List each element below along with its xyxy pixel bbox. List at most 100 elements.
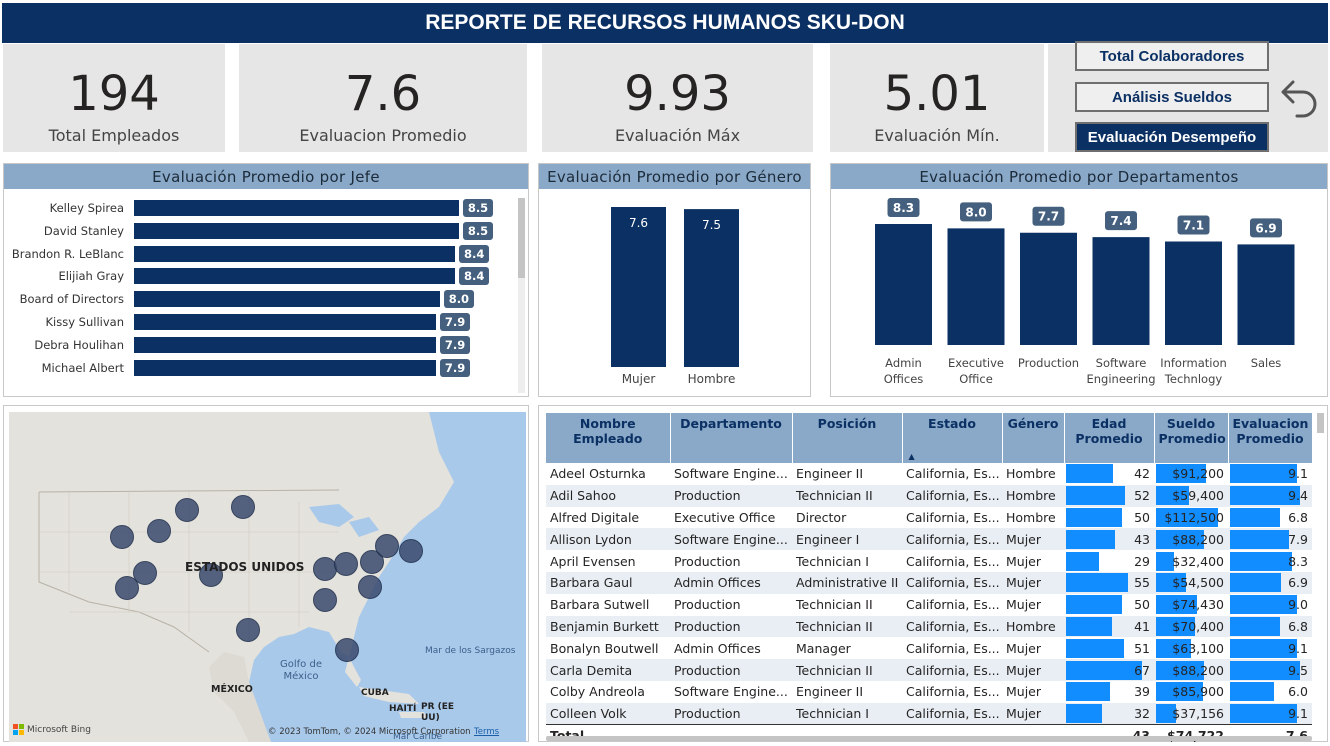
jefe-bar-row[interactable]: David Stanley 8.5	[4, 221, 514, 240]
depto-bar[interactable]	[875, 224, 932, 345]
table-cell-bar: $37,156	[1154, 702, 1228, 725]
col-header-nombre[interactable]: Nombre Empleado	[546, 413, 671, 463]
data-bar-label: $54,500	[1172, 575, 1224, 591]
analisis-sueldos-button[interactable]: Análisis Sueldos	[1075, 82, 1269, 112]
jefe-bar-row[interactable]: Kissy Sullivan 7.9	[4, 313, 514, 331]
map-pin[interactable]	[335, 638, 359, 662]
jefe-bar-row[interactable]: Elijiah Gray 8.4	[4, 267, 514, 286]
table-cell-bar: 6.8	[1228, 615, 1312, 638]
scrollbar[interactable]	[518, 198, 525, 393]
map-pin[interactable]	[236, 618, 260, 642]
back-arrow-icon[interactable]	[1277, 76, 1321, 120]
depto-bar[interactable]	[1092, 237, 1150, 345]
data-bar	[1230, 486, 1300, 506]
jefe-bar[interactable]	[134, 336, 437, 353]
genero-bar[interactable]	[611, 207, 666, 367]
map-label-country: ESTADOS UNIDOS	[185, 560, 305, 574]
table-row[interactable]: Bonalyn Boutwell Admin Offices Manager Cali…	[546, 637, 1312, 659]
jefe-bar-row[interactable]: Brandon R. LeBlanc 8.4	[4, 244, 514, 263]
table-row[interactable]: Allison Lydon Software Engine... Engineer …	[546, 528, 1312, 551]
table-cell: Colby Andreola	[550, 684, 645, 700]
evaluacion-desempeno-button[interactable]: Evaluación Desempeño	[1075, 122, 1269, 152]
depto-bar[interactable]	[1020, 232, 1077, 345]
map-pin[interactable]	[110, 525, 134, 549]
depto-bar[interactable]	[1237, 244, 1295, 345]
jefe-bar[interactable]	[134, 245, 456, 262]
data-bar	[1230, 573, 1282, 593]
jefe-bar[interactable]	[134, 291, 440, 308]
genero-bar[interactable]	[684, 209, 739, 367]
total-colaboradores-button[interactable]: Total Colaboradores	[1075, 41, 1269, 71]
data-bar	[1066, 551, 1099, 571]
table-row[interactable]: Barbara Sutwell Production Technician II Ca…	[546, 594, 1312, 616]
map-pin[interactable]	[175, 498, 199, 522]
map-pin[interactable]	[115, 576, 139, 600]
table-row[interactable]: Colleen Volk Production Technician I Califo…	[546, 702, 1312, 725]
map-pin[interactable]	[375, 534, 399, 558]
map-pin[interactable]	[147, 519, 171, 543]
jefe-bar-row[interactable]: Michael Albert 7.9	[4, 358, 514, 377]
table-cell: California, Es...	[906, 684, 1000, 700]
col-header-edad[interactable]: Edad Promedio	[1064, 413, 1155, 463]
table-row[interactable]: Adeel Osturnka Software Engine... Engineer…	[546, 463, 1312, 485]
map-pin[interactable]	[231, 495, 255, 519]
jefe-bar[interactable]	[134, 314, 437, 330]
table-row[interactable]: April Evensen Production Technician I Calif…	[546, 550, 1312, 572]
jefe-bar[interactable]	[134, 268, 456, 285]
col-header-sueldo[interactable]: Sueldo Promedio	[1154, 413, 1229, 463]
col-header-estado[interactable]: Estado ▲	[902, 413, 1003, 463]
col-header-departamento[interactable]: Departamento	[670, 413, 793, 463]
table-row[interactable]: Benjamin Burkett Production Technician II C…	[546, 615, 1312, 638]
jefe-bar[interactable]	[134, 200, 459, 216]
map-canvas[interactable]: ESTADOS UNIDOS Golfo de México Mar de lo…	[9, 412, 526, 742]
map-pin[interactable]	[334, 552, 358, 576]
table-cell: Production	[670, 702, 792, 725]
map-pin[interactable]	[313, 588, 337, 612]
table-row[interactable]: Carla Demita Production Technician II Calif…	[546, 659, 1312, 681]
data-bar-label: 42	[1134, 466, 1150, 482]
depto-bar[interactable]	[1165, 241, 1222, 345]
depto-tick-label: Production	[1018, 356, 1079, 370]
table-row[interactable]: Adil Sahoo Production Technician II Califor…	[546, 484, 1312, 507]
data-bar-label: 8.3	[1288, 553, 1308, 569]
table-scrollbar-horizontal[interactable]	[546, 736, 1312, 741]
data-bar	[1156, 486, 1189, 506]
table-row[interactable]: Colby Andreola Software Engine... Engineer…	[546, 681, 1312, 703]
genero-tick-label: Hombre	[688, 372, 736, 386]
col-header-posicion[interactable]: Posición	[792, 413, 903, 463]
table-row[interactable]: Barbara Gaul Admin Offices Administrative …	[546, 571, 1312, 594]
depto-bar[interactable]	[947, 228, 1005, 345]
terms-link[interactable]: Terms	[474, 727, 500, 737]
map-label-haiti: HAITÍ	[389, 704, 417, 714]
kpi-value: 7.6	[344, 66, 422, 122]
data-bar-label: 50	[1134, 597, 1150, 613]
jefe-bar-row[interactable]: Board of Directors 8.0	[4, 290, 514, 309]
table-cell-bar: 52	[1064, 484, 1154, 507]
jefe-bar-row[interactable]: Debra Houlihan 7.9	[4, 335, 514, 354]
jefe-data-label: 8.5	[463, 221, 493, 240]
data-bar	[1230, 464, 1298, 484]
data-bar	[1066, 616, 1113, 636]
table-cell-bar: 6.8	[1228, 507, 1312, 529]
col-header-evaluacion[interactable]: Evaluacion Promedio	[1228, 413, 1313, 463]
table-scrollbar-vertical[interactable]	[1317, 413, 1324, 433]
jefe-bar-row[interactable]: Kelley Spirea 8.5	[4, 199, 514, 217]
table-cell: Admin Offices	[674, 640, 761, 656]
table-cell-bar: $88,200	[1154, 659, 1228, 681]
data-bar	[1156, 660, 1205, 680]
map-pin[interactable]	[199, 563, 223, 587]
table-cell: Engineer I	[792, 528, 902, 551]
data-bar-label: $74,430	[1172, 597, 1224, 613]
table-cell: Mujer	[1002, 528, 1064, 551]
table-cell: Mujer	[1006, 684, 1042, 700]
map-pin[interactable]	[358, 575, 382, 599]
table-cell-bar: 9.5	[1228, 659, 1312, 681]
table-cell-bar: 9.0	[1228, 594, 1312, 616]
jefe-bar[interactable]	[134, 359, 437, 376]
jefe-bar[interactable]	[134, 222, 459, 239]
col-header-genero[interactable]: Género	[1002, 413, 1065, 463]
depto-data-label: 7.1	[1183, 218, 1204, 232]
map-pin[interactable]	[399, 539, 423, 563]
map-pin[interactable]	[313, 557, 337, 581]
table-row[interactable]: Alfred Digitale Executive Office Director C…	[546, 507, 1312, 529]
